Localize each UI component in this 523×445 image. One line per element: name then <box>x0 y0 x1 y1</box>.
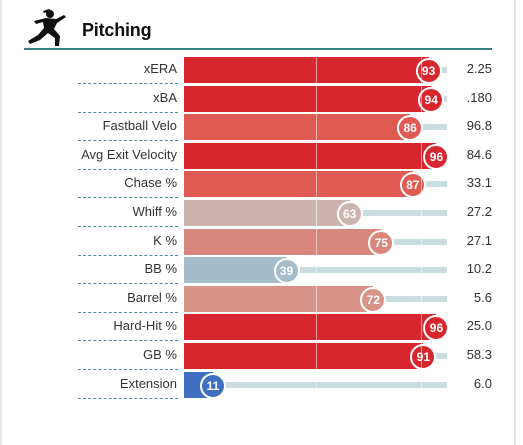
row-divider <box>78 283 178 285</box>
gridline-median <box>315 57 317 397</box>
page-title: Pitching <box>82 20 152 40</box>
percentile-bar <box>184 57 429 83</box>
percentile-badge: 39 <box>273 258 300 285</box>
metric-value: 10.2 <box>466 261 492 277</box>
metric-value: 58.3 <box>466 347 492 362</box>
percentile-badge: 75 <box>368 229 395 256</box>
frame-left-border <box>0 0 2 445</box>
percentile-badge: 72 <box>360 286 387 313</box>
metric-label: K % <box>153 232 177 248</box>
metric-value: 84.6 <box>466 146 492 162</box>
percentile-badge: 86 <box>397 115 424 142</box>
pitcher-icon <box>28 9 66 46</box>
metric-row: Hard-Hit % 96 25.0 <box>0 314 516 342</box>
metric-value: 2.25 <box>466 61 492 76</box>
percentile-badge: 96 <box>423 143 450 170</box>
metric-row: Barrel % 72 5.6 <box>0 285 516 313</box>
metric-row: Extension 11 6.0 <box>0 371 516 399</box>
metric-label: Extension <box>119 375 177 391</box>
row-divider <box>78 369 178 370</box>
section-header: Pitching <box>24 8 492 50</box>
gridline-upper <box>420 57 422 397</box>
percentile-badge: 96 <box>423 315 450 342</box>
metric-row: Chase % 87 33.1 <box>0 171 516 199</box>
metric-value: 25.0 <box>466 318 492 334</box>
metric-row: Avg Exit Velocity 96 84.6 <box>0 142 516 170</box>
metric-value: 33.1 <box>466 175 492 191</box>
percentile-badge: 87 <box>399 172 426 199</box>
metric-label: GB % <box>143 347 177 362</box>
percentile-badge: 94 <box>418 86 445 113</box>
metric-label: xERA <box>143 61 177 76</box>
row-divider <box>78 197 178 199</box>
metric-value: 27.1 <box>466 232 492 248</box>
row-divider <box>78 311 178 313</box>
row-divider <box>78 140 178 142</box>
metric-row: Whiff % 63 27.2 <box>0 200 516 227</box>
metric-row: K % 75 27.1 <box>0 228 516 256</box>
percentile-bar <box>184 314 437 341</box>
metric-label: Fastball Velo <box>102 118 177 134</box>
row-divider <box>78 226 178 227</box>
metric-label: Barrel % <box>127 289 177 305</box>
metric-row: xERA 93 2.25 <box>0 57 516 84</box>
metric-row: xBA 94 .180 <box>0 85 516 113</box>
row-divider <box>78 340 178 342</box>
metric-label: Avg Exit Velocity <box>81 146 177 162</box>
row-divider <box>78 111 178 113</box>
percentile-badge: 91 <box>410 344 437 370</box>
metric-row: BB % 39 10.2 <box>0 257 516 285</box>
metric-label: Whiff % <box>132 204 177 219</box>
percentile-bar <box>184 142 437 169</box>
row-divider <box>78 168 178 170</box>
metric-label: xBA <box>153 89 177 105</box>
metric-row: Fastball Velo 86 96.8 <box>0 114 516 142</box>
metric-label: Chase % <box>124 175 177 191</box>
row-divider <box>78 83 178 84</box>
percentile-badge: 63 <box>336 201 363 227</box>
metric-value: 96.8 <box>466 118 492 134</box>
row-divider <box>78 397 178 399</box>
percentile-bar <box>184 257 287 284</box>
metric-value: 27.2 <box>466 204 492 219</box>
percentile-badge: 93 <box>415 58 442 84</box>
percentile-bar <box>184 171 413 198</box>
metric-label: Hard-Hit % <box>113 318 177 334</box>
percentile-bar <box>184 200 350 226</box>
metric-value: 5.6 <box>473 289 492 305</box>
metric-label: BB % <box>144 261 177 277</box>
percentile-bar <box>184 114 411 141</box>
metric-row: GB % 91 58.3 <box>0 343 516 370</box>
metric-value: 6.0 <box>473 375 492 391</box>
percentile-bar <box>184 85 432 112</box>
percentile-badge: 11 <box>199 372 226 399</box>
percentile-bar <box>184 285 374 312</box>
percentile-bar <box>184 343 424 369</box>
percentile-bar <box>184 228 382 255</box>
metric-value: .180 <box>466 89 492 105</box>
row-divider <box>78 254 178 256</box>
